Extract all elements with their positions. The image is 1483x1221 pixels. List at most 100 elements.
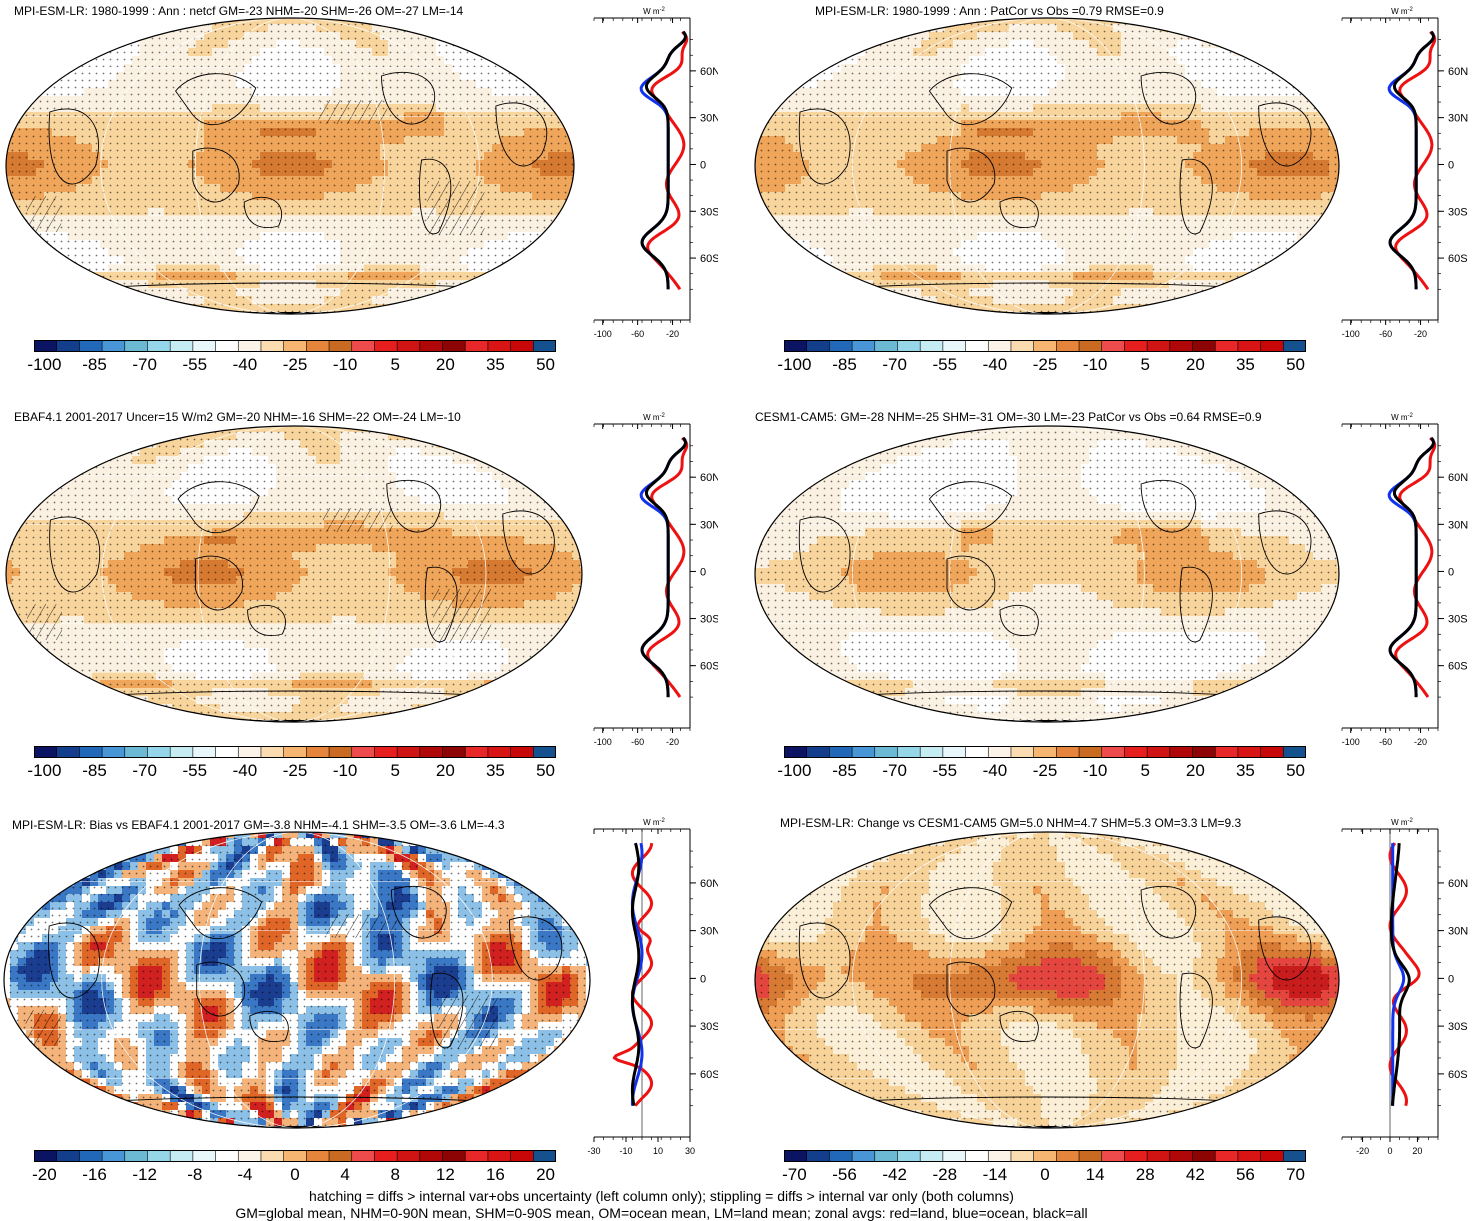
colorbar-swatch (1056, 1150, 1080, 1162)
colorbar-swatch (397, 1150, 421, 1162)
colorbar-swatch (1101, 746, 1125, 758)
colorbar-swatch (170, 1150, 194, 1162)
colorbar-swatch (1192, 340, 1216, 352)
colorbar-tick-label: 50 (536, 355, 556, 374)
colorbar-tick-label: -8 (187, 1165, 203, 1184)
colorbar-swatch (942, 746, 967, 758)
colorbar-swatch (465, 746, 489, 758)
colorbar-swatch (238, 340, 262, 352)
colorbar-tick-label: -56 (832, 1165, 857, 1184)
colorbar-swatch (238, 746, 262, 758)
profile-tick-label: -20 (1414, 737, 1427, 747)
footer-note-hatching: hatching = diffs > internal var+obs unce… (309, 1188, 1014, 1204)
colorbar-swatch (329, 340, 353, 352)
colorbar-swatch (1260, 340, 1284, 352)
panel-title: MPI-ESM-LR: 1980-1999 : Ann : PatCor vs … (815, 4, 1164, 18)
latitude-label: 0 (1448, 566, 1454, 578)
colorbar-tick-label: 50 (1286, 761, 1306, 780)
profile-tick-label: 0 (1387, 1146, 1392, 1156)
colorbar-tick-label: 35 (1235, 355, 1255, 374)
latitude-label: 30S (700, 206, 718, 218)
profile-tick-label: -60 (631, 737, 644, 747)
colorbar-swatch (965, 1150, 989, 1162)
colorbar-tick-label: 50 (1286, 355, 1306, 374)
colorbar-swatch (852, 340, 876, 352)
latitude-label: 60S (700, 1069, 718, 1081)
colorbar-tick-label: -10 (1082, 761, 1108, 780)
colorbar-swatch (874, 340, 898, 352)
colorbar-swatch (1192, 746, 1216, 758)
colorbar-swatch (784, 746, 808, 758)
profile-tick-label: -20 (666, 329, 679, 339)
colorbar-swatch (419, 340, 444, 352)
colorbar-tick-label: -10 (332, 355, 358, 374)
colorbar-swatch (260, 746, 285, 758)
latitude-label: 60N (700, 472, 718, 484)
colorbar-swatch (1147, 1150, 1171, 1162)
colorbar-swatch (124, 340, 148, 352)
colorbar-tick-label: 0 (290, 1165, 300, 1184)
colorbar-swatch (102, 746, 126, 758)
colorbar-swatch (442, 1150, 466, 1162)
profile-units: W m-2 (1391, 818, 1413, 827)
colorbar-swatch (806, 1150, 830, 1162)
latitude-label: 60N (700, 878, 718, 890)
colorbar-swatch (1169, 1150, 1194, 1162)
colorbar-panel-4 (784, 746, 1306, 758)
latitude-label: 60S (1448, 253, 1468, 265)
colorbar-swatch (942, 340, 967, 352)
all-zonal-mean-line (630, 842, 641, 1107)
latitude-label: 30S (700, 614, 718, 626)
colorbar-swatch (1033, 746, 1057, 758)
colorbar-swatch (1033, 340, 1057, 352)
colorbar-tick-label: 5 (390, 761, 400, 780)
colorbar-swatch (920, 340, 944, 352)
colorbar-swatch (1056, 746, 1080, 758)
colorbar-tick-label: 50 (536, 761, 556, 780)
colorbar-tick-label: 20 (435, 355, 455, 374)
land-zonal-mean-line (612, 842, 654, 1107)
colorbar-swatch (1215, 340, 1239, 352)
map-panel-1 (5, 17, 575, 315)
profile-tick-label: -100 (1342, 737, 1360, 747)
colorbar-swatch (283, 746, 307, 758)
colorbar-panel-2 (784, 340, 1306, 352)
colorbar-swatch (1056, 340, 1080, 352)
colorbar-swatch (34, 746, 58, 758)
colorbar-labels-panel-6: -70 -56 -42 -28 -14 0 14 28 42 56 70 (782, 1165, 1306, 1187)
colorbar-swatch (1237, 1150, 1262, 1162)
profile-units: W m-2 (643, 7, 665, 16)
colorbar-swatch (1101, 340, 1125, 352)
colorbar-swatch (397, 746, 421, 758)
profile-tick-label: -60 (631, 329, 644, 339)
colorbar-swatch (215, 1150, 239, 1162)
colorbar-tick-label: -40 (982, 761, 1008, 780)
profile-tick-label: 30 (685, 1146, 695, 1156)
latitude-label: 60S (700, 661, 718, 673)
panel-title: CESM1-CAM5: GM=-28 NHM=-25 SHM=-31 OM=-3… (755, 410, 1262, 424)
colorbar-swatch (170, 746, 194, 758)
colorbar-swatch (1260, 1150, 1284, 1162)
all-zonal-mean-line (1389, 842, 1411, 1106)
colorbar-swatch (79, 746, 103, 758)
colorbar-swatch (56, 746, 80, 758)
profile-tick-label: -100 (594, 329, 612, 339)
colorbar-tick-label: -25 (282, 761, 308, 780)
land-zonal-mean-line (646, 436, 689, 698)
colorbar-swatch (988, 746, 1012, 758)
colorbar-tick-label: -10 (332, 761, 358, 780)
colorbar-swatch (1169, 746, 1194, 758)
latitude-label: 0 (1448, 159, 1454, 171)
colorbar-swatch (533, 340, 556, 352)
zonal-profile-panel-3: W m-2 -100 -60 -20 60N 30N 0 30S 60S (593, 413, 718, 747)
colorbar-swatch (192, 1150, 217, 1162)
colorbar-tick-label: -70 (882, 355, 907, 374)
colorbar-swatch (487, 746, 512, 758)
colorbar-swatch (1260, 746, 1284, 758)
latitude-label: 60S (1448, 661, 1468, 673)
colorbar-labels-panel-5: -20 -16 -12 -8 -4 0 4 8 12 16 20 (32, 1165, 556, 1187)
colorbar-swatch (102, 1150, 126, 1162)
colorbar-swatch (192, 340, 217, 352)
land-zonal-mean-line (1388, 842, 1421, 1107)
colorbar-tick-label: -85 (832, 761, 857, 780)
